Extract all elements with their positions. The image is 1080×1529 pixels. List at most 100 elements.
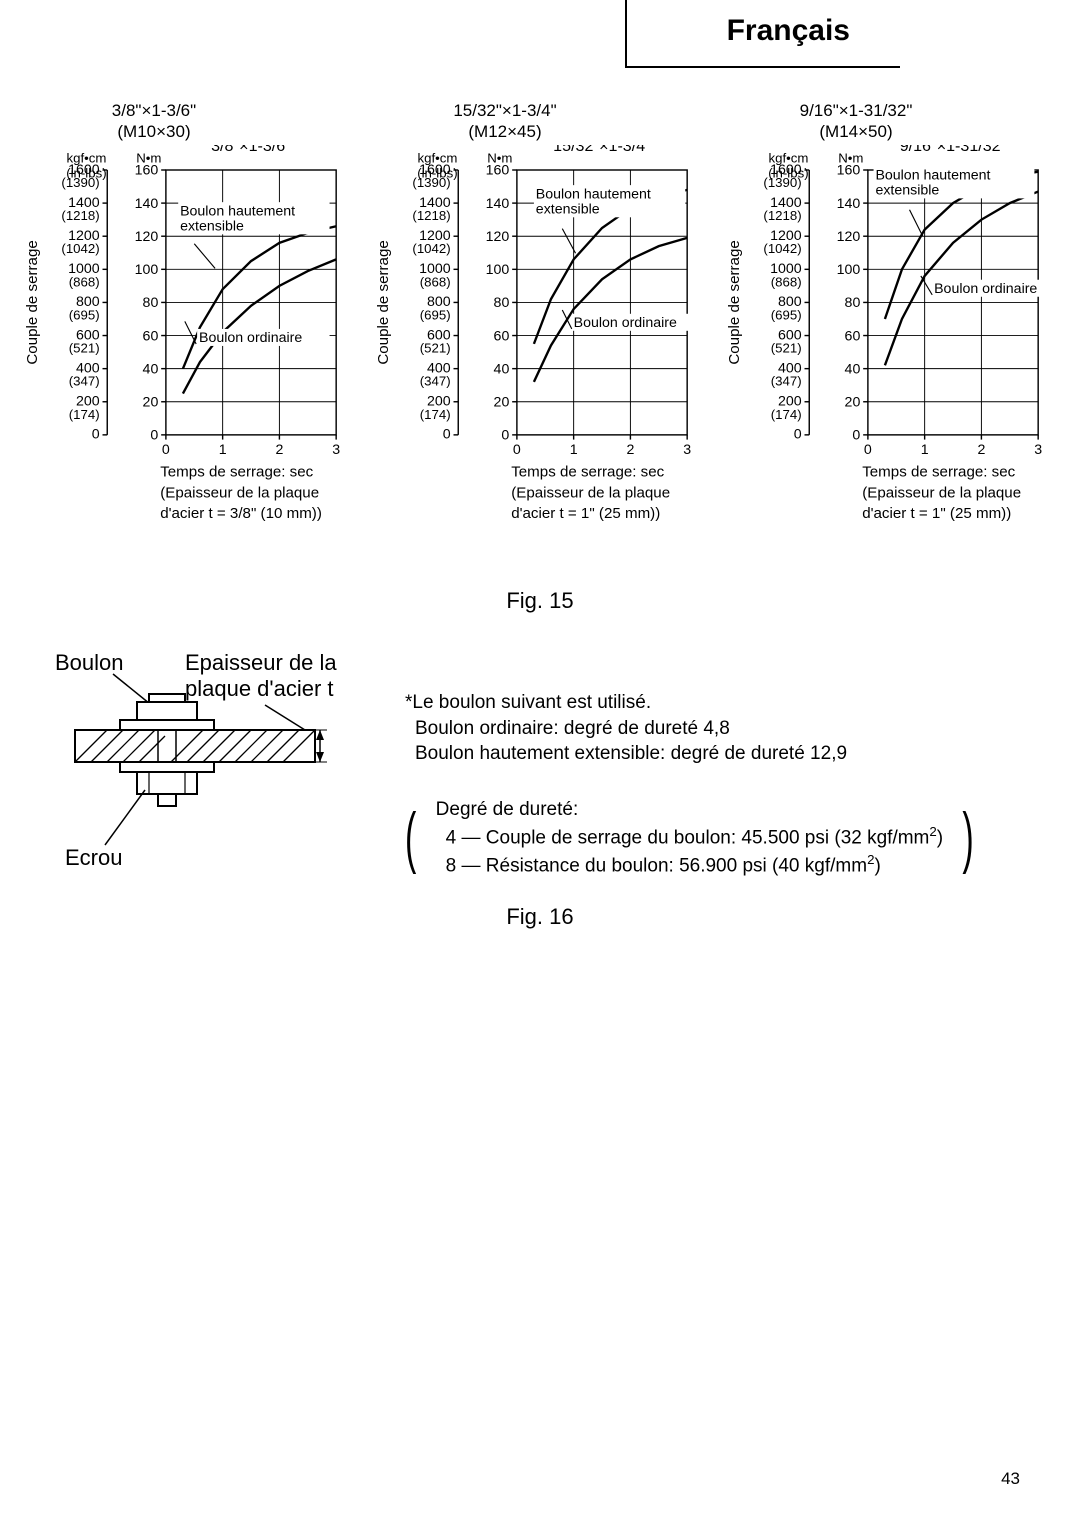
svg-text:0: 0 (150, 427, 158, 443)
svg-text:140: 140 (486, 195, 510, 211)
svg-text:80: 80 (845, 295, 861, 311)
svg-text:Boulon hautement: Boulon hautement (536, 186, 651, 202)
svg-text:Boulon ordinaire: Boulon ordinaire (934, 280, 1037, 296)
svg-text:0: 0 (864, 441, 872, 457)
svg-text:120: 120 (837, 228, 861, 244)
svg-text:(in-lbs): (in-lbs) (768, 165, 808, 180)
svg-text:(521): (521) (420, 340, 451, 355)
svg-text:(174): (174) (69, 406, 100, 421)
svg-text:3: 3 (1034, 441, 1042, 457)
svg-text:(521): (521) (771, 340, 802, 355)
page-number: 43 (1001, 1469, 1020, 1489)
svg-text:(695): (695) (771, 307, 802, 322)
language-heading: Français (625, 0, 900, 68)
svg-text:3/8"×1-3/6": 3/8"×1-3/6" (211, 145, 291, 155)
svg-text:2: 2 (977, 441, 985, 457)
svg-text:1: 1 (219, 441, 227, 457)
left-paren-icon: ( (405, 817, 416, 858)
svg-text:40: 40 (845, 361, 861, 377)
svg-text:100: 100 (837, 262, 861, 278)
svg-text:140: 140 (135, 195, 159, 211)
paren-title: Degré de dureté: (436, 797, 943, 823)
hardness-parenthetical: ( Degré de dureté: 4 — Couple de serrage… (405, 795, 1055, 881)
svg-text:(1218): (1218) (763, 208, 801, 223)
svg-text:1: 1 (921, 441, 929, 457)
svg-text:(1042): (1042) (763, 241, 801, 256)
svg-text:(1042): (1042) (412, 241, 450, 256)
svg-text:0: 0 (794, 426, 802, 442)
svg-text:N•m: N•m (487, 150, 512, 165)
chart-title: 9/16"×1-31/32"(M14×50) (766, 100, 946, 143)
svg-text:0: 0 (92, 426, 100, 442)
svg-text:d'acier t = 1" (25 mm)): d'acier t = 1" (25 mm)) (862, 505, 1011, 522)
svg-text:extensible: extensible (875, 182, 939, 198)
thickness-label: Epaisseur de la plaque d'acier t (185, 650, 337, 703)
note-line3: Boulon hautement extensible: degré de du… (405, 741, 1055, 767)
svg-text:0: 0 (513, 441, 521, 457)
svg-text:Boulon ordinaire: Boulon ordinaire (199, 330, 302, 346)
svg-text:Boulon hautement: Boulon hautement (180, 203, 295, 219)
svg-text:60: 60 (494, 328, 510, 344)
svg-text:(Epaisseur de la plaque: (Epaisseur de la plaque (511, 484, 670, 501)
svg-text:Temps de serrage: sec: Temps de serrage: sec (862, 463, 1015, 480)
svg-text:(347): (347) (420, 373, 451, 388)
svg-text:(1042): (1042) (61, 241, 99, 256)
svg-text:N•m: N•m (838, 150, 863, 165)
svg-text:0: 0 (501, 427, 509, 443)
svg-text:(174): (174) (420, 406, 451, 421)
svg-text:kgf•cm: kgf•cm (66, 150, 106, 165)
notes-block: *Le boulon suivant est utilisé. Boulon o… (405, 650, 1055, 881)
svg-text:60: 60 (143, 328, 159, 344)
right-paren-icon: ) (962, 817, 973, 858)
svg-text:(in-lbs): (in-lbs) (66, 165, 106, 180)
svg-text:Couple de serrage: Couple de serrage (24, 240, 41, 364)
svg-text:2: 2 (626, 441, 634, 457)
svg-text:extensible: extensible (180, 218, 244, 234)
svg-text:(695): (695) (69, 307, 100, 322)
note-line1: *Le boulon suivant est utilisé. (405, 690, 1055, 716)
paren-line2: 8 — Résistance du boulon: 56.900 psi (40… (436, 851, 943, 879)
figure-16-caption: Fig. 16 (0, 904, 1080, 930)
svg-text:0: 0 (443, 426, 451, 442)
svg-text:0: 0 (852, 427, 860, 443)
svg-text:9/16"×1-31/32": 9/16"×1-31/32" (900, 145, 1007, 155)
svg-text:80: 80 (494, 295, 510, 311)
svg-text:(Epaisseur de la plaque: (Epaisseur de la plaque (862, 484, 1021, 501)
svg-text:60: 60 (845, 328, 861, 344)
svg-text:(868): (868) (771, 274, 802, 289)
svg-text:Temps de serrage: sec: Temps de serrage: sec (160, 463, 313, 480)
svg-text:140: 140 (837, 195, 861, 211)
svg-text:(1218): (1218) (412, 208, 450, 223)
svg-text:1: 1 (570, 441, 578, 457)
nut-label: Ecrou (65, 845, 122, 871)
charts-row: 3/8"×1-3/6"(M10×30)3/8"×1-3/6"1601401201… (24, 100, 1056, 545)
svg-text:d'acier t = 3/8" (10 mm)): d'acier t = 3/8" (10 mm)) (160, 505, 322, 522)
svg-text:(174): (174) (771, 406, 802, 421)
svg-text:20: 20 (143, 394, 159, 410)
chart-m14: 9/16"×1-31/32"(M14×50) 9/16"×1-31/32" 1 60 1… (726, 100, 1056, 545)
svg-text:extensible: extensible (536, 201, 600, 217)
note-line2: Boulon ordinaire: degré de dureté 4,8 (405, 716, 1055, 742)
svg-text:120: 120 (135, 228, 159, 244)
language-label: Français (727, 14, 850, 47)
chart-m12: 15/32"×1-3/4"(M12×45)15/32"×1-3/4"160140… (375, 100, 705, 545)
svg-text:3: 3 (683, 441, 691, 457)
svg-text:(Epaisseur de la plaque: (Epaisseur de la plaque (160, 484, 319, 501)
bolt-label: Boulon (55, 650, 124, 676)
svg-text:N•m: N•m (136, 150, 161, 165)
svg-text:Boulon hautement: Boulon hautement (875, 167, 990, 183)
chart-title: 3/8"×1-3/6"(M10×30) (64, 100, 244, 143)
svg-text:d'acier t = 1" (25 mm)): d'acier t = 1" (25 mm)) (511, 505, 660, 522)
svg-text:(868): (868) (420, 274, 451, 289)
svg-text:Temps de serrage: sec: Temps de serrage: sec (511, 463, 664, 480)
svg-text:Boulon ordinaire: Boulon ordinaire (574, 315, 677, 331)
svg-text:(695): (695) (420, 307, 451, 322)
svg-text:(347): (347) (69, 373, 100, 388)
svg-text:100: 100 (486, 262, 510, 278)
svg-text:kgf•cm: kgf•cm (768, 150, 808, 165)
chart-title: 15/32"×1-3/4"(M12×45) (415, 100, 595, 143)
figure-15-caption: Fig. 15 (0, 588, 1080, 614)
svg-text:2: 2 (275, 441, 283, 457)
bottom-row: Boulon Epaisseur de la plaque d'acier t … (55, 650, 1055, 881)
svg-text:20: 20 (845, 394, 861, 410)
